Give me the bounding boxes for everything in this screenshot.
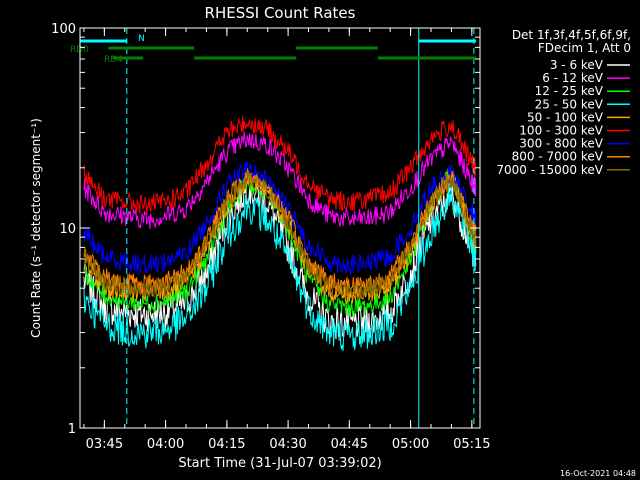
chart-title: RHESSI Count Rates [205, 4, 356, 22]
footer-timestamp: 16-Oct-2021 04:48 [560, 469, 636, 478]
y-tick-label: 1 [68, 422, 76, 437]
x-tick-label: 04:00 [147, 437, 184, 452]
y-tick-label: 100 [51, 22, 76, 37]
legend-entry-label: 50 - 100 keV [527, 110, 604, 124]
axis-layer: 03:45 04:00 04:15 04:30 04:45 05:00 05:15 1 10 10… [51, 22, 490, 452]
legend-entry-label: 12 - 25 keV [535, 84, 604, 98]
x-tick-label: 05:15 [453, 437, 490, 452]
series-line [83, 182, 477, 352]
series-line [83, 115, 477, 215]
legend-entry-label: 3 - 6 keV [550, 58, 604, 72]
state-bar-label: N [138, 34, 145, 44]
y-tick-label: 10 [59, 222, 76, 237]
series-line [83, 168, 477, 300]
x-tick-label: 04:30 [269, 437, 306, 452]
legend-entry-label: 100 - 300 keV [519, 124, 603, 138]
x-tick-label: 04:45 [331, 437, 368, 452]
x-tick-label: 03:45 [86, 437, 123, 452]
state-bar-label: RD4 [104, 55, 123, 65]
legend-header-line-1: Det 1f,3f,4f,5f,6f,9f, [512, 28, 631, 42]
legend-entry-label: 7000 - 15000 keV [496, 163, 603, 177]
legend-entry-label: 800 - 7000 keV [512, 150, 604, 164]
legend-entry-label: 300 - 800 keV [519, 137, 603, 151]
y-axis-label: Count Rate (s⁻¹ detector segment⁻¹) [29, 118, 43, 338]
series-line [83, 161, 477, 275]
legend-header-line-2: FDecim 1, Att 0 [538, 41, 631, 55]
series-line [83, 131, 477, 229]
legend-entry-label: 25 - 50 keV [535, 97, 604, 111]
series-layer [83, 115, 477, 352]
legend-entry-label: 6 - 12 keV [542, 71, 604, 85]
x-tick-label: 04:15 [208, 437, 245, 452]
x-axis-label: Start Time (31-Jul-07 03:39:02) [178, 456, 381, 471]
x-tick-label: 05:00 [392, 437, 429, 452]
